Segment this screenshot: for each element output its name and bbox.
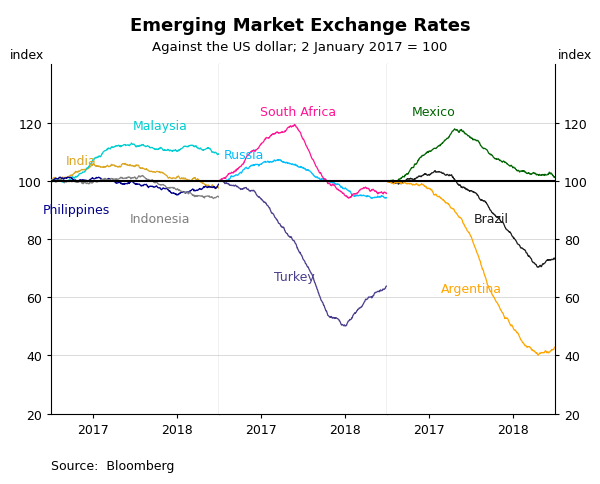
Text: Russia: Russia: [224, 149, 265, 162]
Text: Mexico: Mexico: [412, 106, 456, 118]
Text: index: index: [558, 48, 592, 61]
Text: South Africa: South Africa: [260, 106, 336, 118]
Text: index: index: [10, 48, 44, 61]
Text: Indonesia: Indonesia: [130, 213, 190, 226]
Text: Malaysia: Malaysia: [133, 120, 188, 133]
Text: Philippines: Philippines: [43, 204, 110, 217]
Text: Turkey: Turkey: [274, 271, 315, 284]
Text: Emerging Market Exchange Rates: Emerging Market Exchange Rates: [130, 17, 470, 35]
Text: India: India: [66, 155, 97, 167]
Text: Brazil: Brazil: [473, 213, 509, 226]
Text: Argentina: Argentina: [440, 283, 502, 295]
Text: Source:  Bloomberg: Source: Bloomberg: [51, 459, 175, 472]
Text: Against the US dollar; 2 January 2017 = 100: Against the US dollar; 2 January 2017 = …: [152, 41, 448, 54]
